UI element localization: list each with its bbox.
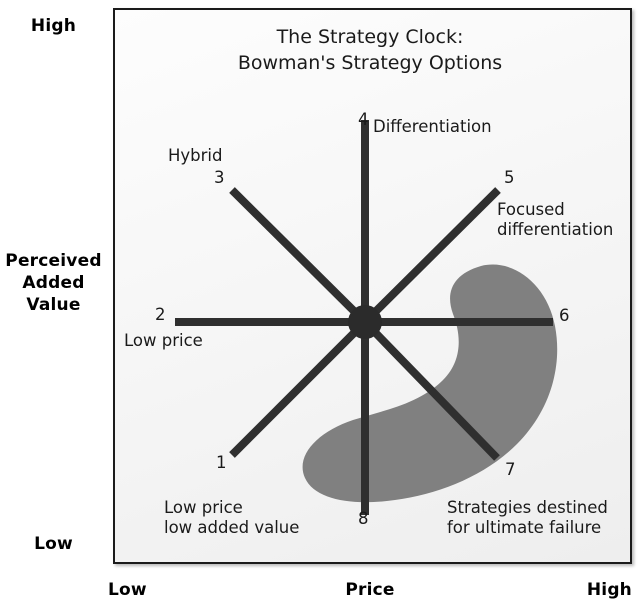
spokes-group [175, 120, 553, 515]
strategy-clock-diagram [175, 120, 558, 515]
y-axis-low-label: Low [34, 534, 73, 554]
spoke-number-8: 8 [358, 509, 369, 528]
spoke-number-2: 2 [155, 305, 166, 324]
spoke-number-7: 7 [505, 460, 516, 479]
label-low-price: Low price [124, 331, 203, 350]
spoke-number-6: 6 [559, 306, 570, 325]
spoke-number-5: 5 [504, 168, 515, 187]
label-focused-differentiation: Focused differentiation [497, 200, 614, 240]
x-axis-low-label: Low [108, 580, 147, 600]
spoke-number-3: 3 [214, 168, 225, 187]
y-axis-high-label: High [30, 16, 77, 36]
clock-center-hub [348, 305, 382, 339]
spoke-7 [362, 319, 500, 461]
label-hybrid: Hybrid [168, 146, 223, 165]
spoke-number-4: 4 [358, 110, 369, 129]
y-axis-title: Perceived Added Value [5, 251, 102, 315]
spoke-1 [229, 319, 368, 458]
spoke-3 [229, 187, 368, 325]
x-axis-high-label: High [586, 580, 632, 600]
chart-title: The Strategy Clock: Bowman's Strategy Op… [237, 26, 503, 75]
spoke-5 [362, 187, 501, 325]
label-differentiation: Differentiation [373, 117, 492, 136]
label-low-price-low-added-value: Low price low added value [164, 498, 300, 538]
label-strategies-destined-for-failure: Strategies destined for ultimate failure [447, 498, 608, 538]
spoke-number-1: 1 [216, 453, 227, 472]
x-axis-title: Price [345, 580, 395, 600]
